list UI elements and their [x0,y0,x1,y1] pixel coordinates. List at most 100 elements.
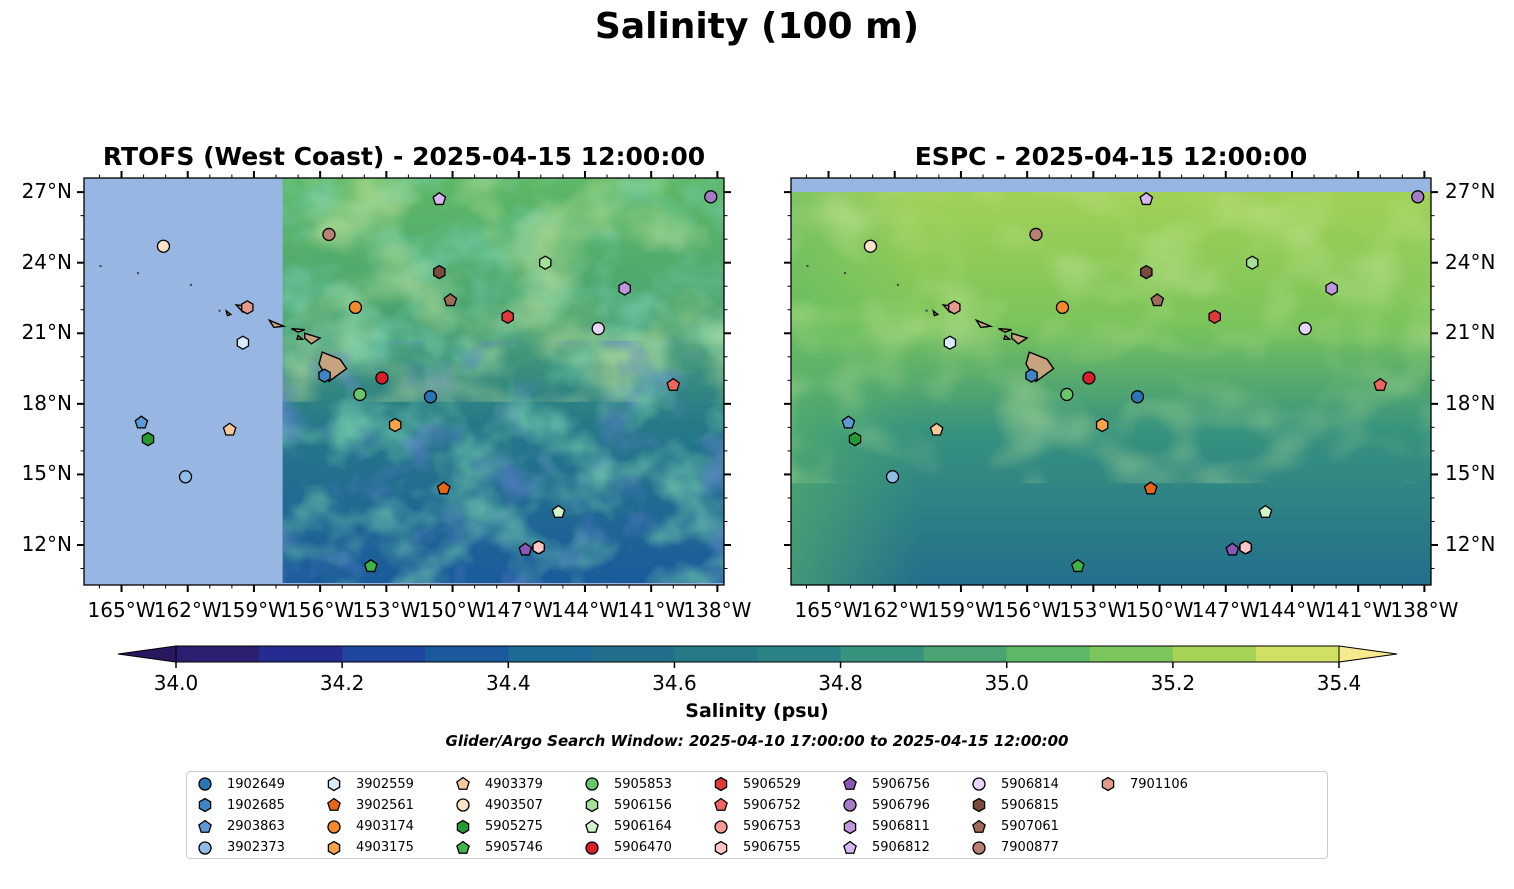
legend-label: 5906756 [872,776,930,792]
legend-label: 5906753 [743,819,801,835]
float-marker-1902685 [318,368,331,383]
legend-item-5906755: 5906755 [713,840,801,856]
float-marker-5906796 [704,190,718,204]
legend-marker [972,798,986,813]
legend-marker-icon [972,798,986,813]
float-marker-4903174 [348,300,363,315]
lon-tick-label: 162°W [153,598,222,622]
lat-tick-label: 15°N [21,461,72,486]
legend-label: 7900877 [1001,840,1059,856]
legend-item-5907061: 5907061 [971,819,1059,835]
legend-item-3902373: 3902373 [197,840,285,856]
legend-marker-icon [972,819,986,833]
colorbar-tick-label: 34.8 [818,671,863,695]
lat-tick-label: 24°N [1445,249,1496,274]
lat-tick-label: 18°N [21,390,72,415]
lon-tick-label: 141°W [617,598,686,622]
legend-marker [198,819,212,833]
lon-tick-label: 159°W [219,598,288,622]
panel-title-rtofs: RTOFS (West Coast) - 2025-04-15 12:00:00 [102,142,706,171]
float-marker-5906815 [1140,264,1153,280]
legend-item-4903174: 4903174 [326,819,414,835]
float-marker-5906156 [538,255,552,270]
legend-marker-icon [198,819,212,833]
legend-item-5906756: 5906756 [842,776,930,792]
island-landmass [932,309,940,317]
lat-tick-label: 21°N [1445,320,1496,345]
legend-marker [585,819,599,833]
legend-marker-icon [327,798,341,812]
float-marker-5906811 [1325,281,1338,296]
float-marker-7901106 [241,300,254,315]
legend-item-4903507: 4903507 [455,797,543,813]
legend-marker [843,840,857,854]
legend-marker-icon [843,798,857,812]
rtofs-map-panel [77,171,731,592]
legend-marker-icon [1101,776,1115,792]
float-marker-5906814 [591,321,605,336]
legend-marker [198,841,212,855]
float-marker-5906812 [432,191,447,206]
float-marker-5906756 [518,542,533,556]
float-marker-5907061 [1150,293,1165,307]
legend-label: 5906470 [614,840,672,856]
colorbar-tick-label: 34.6 [652,671,697,695]
legend-label: 5906752 [743,797,801,813]
legend-marker [843,798,857,812]
legend-item-5906812: 5906812 [842,840,930,856]
lon-tick-label: 138°W [683,598,752,622]
legend-label: 5906815 [1001,797,1059,813]
island-landmass [304,332,322,345]
legend-marker-icon [714,798,728,812]
colorbar-segment [425,646,509,662]
legend-marker-icon [327,819,341,834]
legend-label: 5906814 [1001,776,1059,792]
legend-marker-icon [327,776,341,792]
float-legend: 1902649 1902685 2903863 3902373 3902559 39025… [186,771,1328,859]
legend-marker-icon [843,776,857,790]
legend-item-3902561: 3902561 [326,797,414,813]
float-marker-5906815 [433,264,446,280]
float-marker-5906529 [1208,309,1221,325]
legend-marker [327,776,341,792]
legend-label: 4903175 [356,840,414,856]
legend-marker-icon [843,840,857,854]
float-marker-5906811 [618,281,631,296]
float-marker-5906470 [375,371,389,385]
legend-item-5906796: 5906796 [842,797,930,813]
legend-item-5906753: 5906753 [713,819,801,835]
legend-marker-icon [972,777,986,791]
float-marker-1902649 [423,390,438,404]
float-marker-5906814 [1298,321,1312,336]
legend-label: 5905275 [485,819,543,835]
colorbar-over-extension [1338,645,1398,663]
float-marker-3902559 [236,335,250,350]
colorbar-segment [1089,646,1174,662]
legend-label: 5906755 [743,840,801,856]
float-marker-7900877 [322,227,336,242]
colorbar-segment [923,646,1008,662]
legend-marker [972,819,986,833]
island-landmass [296,334,305,340]
legend-marker [843,819,857,834]
legend-label: 5906796 [872,797,930,813]
legend-item-2903863: 2903863 [197,819,285,835]
legend-marker [1101,776,1115,792]
float-marker-3902559 [943,335,957,350]
legend-label: 5905746 [485,840,543,856]
float-marker-5905853 [353,387,367,402]
legend-label: 1902649 [227,776,285,792]
legend-label: 5906164 [614,819,672,835]
legend-label: 5905853 [614,776,672,792]
legend-marker [714,819,728,834]
legend-marker-icon [456,819,470,834]
float-marker-5906812 [1139,191,1154,206]
float-marker-4903175 [388,417,402,433]
colorbar-segment [176,646,260,662]
lon-tick-label: 138°W [1390,598,1459,622]
colorbar-tick-label: 35.2 [1150,671,1196,695]
lat-tick-label: 27°N [21,179,72,204]
legend-item-5906156: 5906156 [584,797,672,813]
legend-marker-icon [456,840,470,854]
island-landmass [267,318,287,329]
